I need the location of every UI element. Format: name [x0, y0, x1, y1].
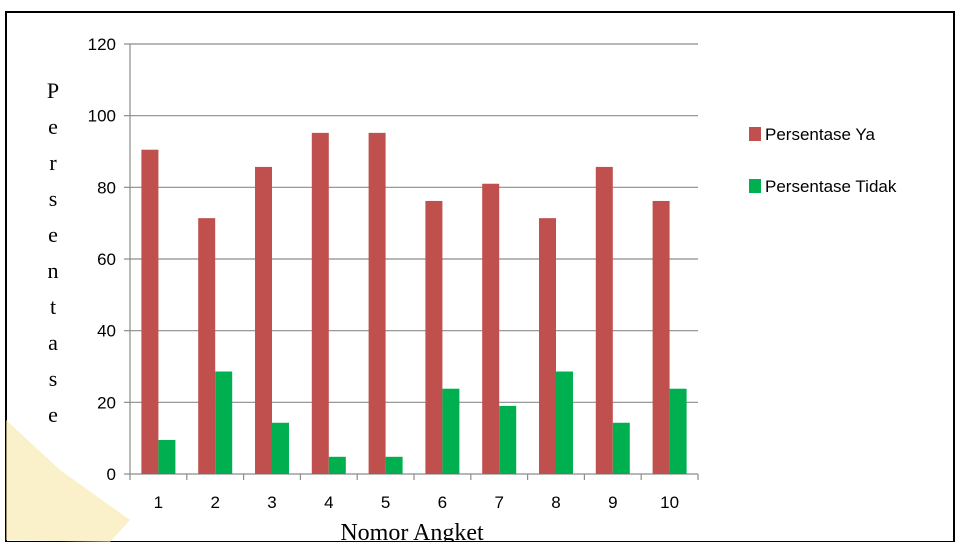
- y-tick-label: 40: [97, 322, 116, 341]
- x-tick-label: 4: [324, 493, 333, 512]
- bar-ya-6: [425, 200, 443, 474]
- x-tick-label: 10: [660, 493, 679, 512]
- legend-entry: Persentase Ya: [765, 125, 875, 144]
- y-tick-label: 120: [88, 35, 116, 54]
- x-axis-label: Nomor Angket: [340, 520, 484, 542]
- bar-ya-7: [482, 183, 500, 474]
- bar-ya-3: [255, 166, 272, 475]
- bar-tidak-7: [499, 405, 517, 474]
- x-tick-label: 9: [608, 493, 617, 512]
- bar-ya-5: [368, 132, 386, 474]
- bar-tidak-8: [556, 371, 573, 474]
- y-tick-labels: 0 20 40 60 80 100 120: [88, 35, 116, 484]
- legend-entry: Persentase Tidak: [765, 177, 897, 196]
- bar-ya-4: [311, 132, 329, 474]
- y-axis-label-char: e: [48, 402, 58, 427]
- y-axis-label-char: a: [48, 330, 58, 355]
- y-tick-label: 0: [107, 465, 116, 484]
- watermark-shape: [6, 420, 130, 542]
- x-tick-label: 5: [381, 493, 390, 512]
- bar-tidak-3: [272, 422, 289, 474]
- legend-swatch: [749, 179, 761, 193]
- bar-ya-2: [198, 218, 216, 474]
- y-axis-label-char: s: [49, 186, 58, 211]
- bar-tidak-4: [328, 456, 346, 474]
- x-tick-labels: 1 2 3 4 5 6 7 8 9 10: [154, 493, 679, 512]
- y-axis-label-char: e: [48, 222, 58, 247]
- y-tick-label: 60: [97, 250, 116, 269]
- y-axis-label: Persentase: [47, 78, 59, 427]
- y-axis-label-char: n: [48, 258, 59, 283]
- x-tick-label: 6: [438, 493, 447, 512]
- y-axis-label-char: s: [49, 366, 58, 391]
- legend: Persentase Ya Persentase Tidak: [749, 125, 897, 196]
- y-tick-label: 80: [97, 178, 116, 197]
- y-tick-label: 100: [88, 107, 116, 126]
- y-axis-label-char: P: [47, 78, 59, 103]
- bar-tidak-10: [669, 388, 687, 474]
- x-tick-label: 8: [551, 493, 560, 512]
- x-tick-label: 7: [494, 493, 503, 512]
- bar-tidak-5: [385, 456, 403, 474]
- bar-tidak-6: [442, 388, 460, 474]
- y-axis-label-char: e: [48, 114, 58, 139]
- bar-ya-9: [595, 166, 613, 475]
- x-tick-label: 2: [210, 493, 219, 512]
- x-tick-label: 1: [154, 493, 163, 512]
- bar-ya-8: [539, 218, 556, 474]
- bar-tidak-2: [215, 371, 233, 474]
- bars: [141, 132, 687, 475]
- legend-swatch: [749, 127, 761, 141]
- bar-ya-10: [652, 200, 670, 474]
- y-tick-label: 20: [97, 393, 116, 412]
- bar-tidak-1: [158, 439, 176, 474]
- y-axis-label-char: r: [49, 150, 57, 175]
- x-tick-label: 3: [267, 493, 276, 512]
- bar-ya-1: [141, 149, 159, 475]
- y-axis-label-char: t: [50, 294, 56, 319]
- bar-tidak-9: [612, 422, 630, 474]
